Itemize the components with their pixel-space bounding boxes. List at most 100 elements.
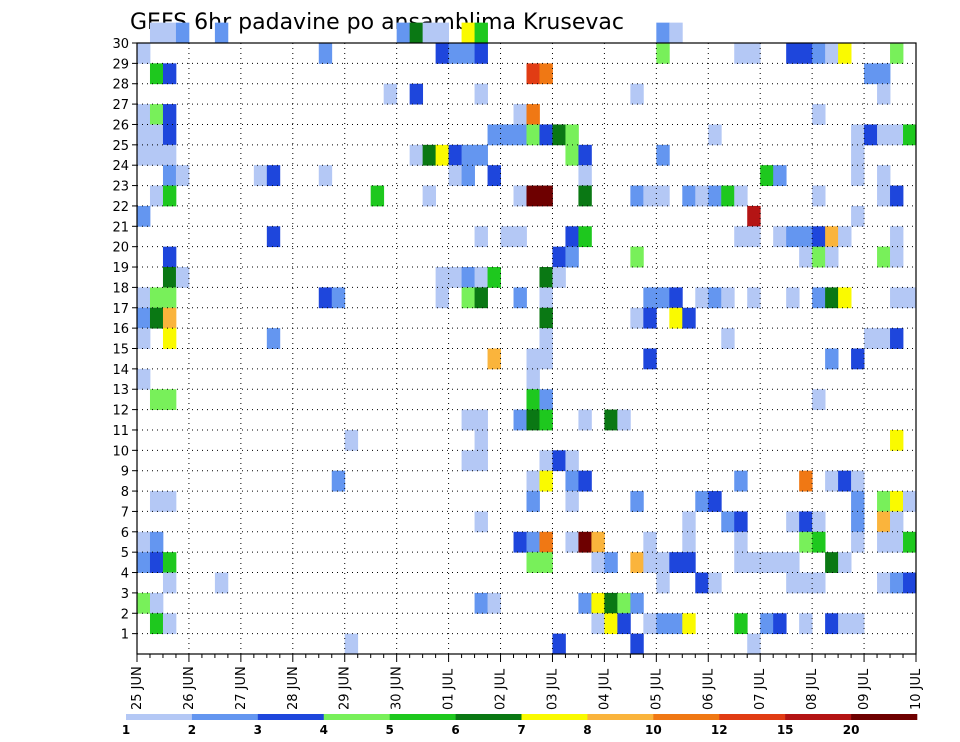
- precip-cell: [474, 83, 488, 105]
- precip-cell: [513, 531, 527, 553]
- precip-cell: [630, 246, 644, 268]
- precip-cell: [604, 552, 618, 573]
- precip-cell: [149, 22, 164, 44]
- x-tick-label: 29 JUN: [338, 666, 353, 710]
- precip-cell: [539, 552, 553, 573]
- precip-cell: [513, 287, 527, 309]
- precip-cell: [513, 124, 527, 146]
- precip-cell: [526, 124, 540, 146]
- precip-cell: [149, 144, 164, 166]
- y-tick-label: 22: [112, 200, 129, 215]
- y-tick-label: 14: [112, 363, 129, 378]
- precip-cell: [435, 22, 449, 44]
- precip-cell: [812, 511, 826, 533]
- precip-cell: [474, 144, 488, 166]
- precip-cell: [799, 246, 813, 268]
- precip-cell: [578, 409, 592, 431]
- precip-cell: [851, 205, 865, 227]
- precip-cell: [578, 165, 592, 186]
- x-tick-label: 10 JUL: [909, 668, 924, 710]
- precip-cell: [552, 124, 566, 146]
- precip-cell: [656, 185, 670, 207]
- colorbar-label: 4: [320, 723, 328, 737]
- precip-cell: [864, 63, 878, 85]
- precip-cell: [539, 307, 553, 329]
- precip-cell: [890, 124, 904, 146]
- y-tick-label: 24: [112, 159, 129, 174]
- precip-cell: [526, 104, 540, 125]
- precip-cell: [643, 613, 657, 635]
- x-tick-label: 03 JUL: [545, 668, 560, 710]
- precip-cell: [526, 63, 540, 85]
- precip-cell: [474, 429, 488, 451]
- precip-cell: [877, 165, 891, 186]
- y-tick-label: 9: [121, 465, 129, 480]
- x-tick-label: 30 JUN: [390, 666, 405, 710]
- precip-cell: [149, 491, 164, 512]
- y-tick-label: 26: [112, 118, 129, 133]
- y-tick-label: 20: [112, 241, 129, 256]
- precip-cell: [578, 226, 592, 248]
- y-tick-label: 3: [121, 587, 129, 602]
- y-tick-label: 21: [112, 220, 129, 235]
- precip-cell: [877, 511, 891, 533]
- precip-cell: [513, 226, 527, 248]
- precip-cell: [890, 328, 904, 349]
- precip-cell: [812, 43, 826, 64]
- precip-cell: [162, 246, 177, 268]
- precip-cell: [630, 552, 644, 573]
- precip-cell: [565, 531, 579, 553]
- precip-cell: [448, 267, 462, 288]
- precip-cell: [487, 267, 501, 288]
- precip-cell: [799, 226, 813, 248]
- precip-cell: [864, 124, 878, 146]
- precip-cell: [461, 267, 475, 288]
- precip-cell: [474, 22, 488, 44]
- grid-lines: [137, 43, 916, 654]
- precip-cell: [877, 491, 891, 512]
- precip-cell: [630, 491, 644, 512]
- precip-cell: [799, 531, 813, 553]
- precip-cell: [162, 267, 177, 288]
- precip-cell: [539, 531, 553, 553]
- precip-cell: [903, 287, 917, 309]
- precip-cell: [669, 307, 683, 329]
- precip-cell: [890, 511, 904, 533]
- precip-cell: [786, 287, 800, 309]
- y-tick-label: 8: [121, 485, 129, 500]
- precip-cell: [838, 287, 852, 309]
- precip-cell: [721, 328, 735, 349]
- precip-cell: [149, 389, 164, 410]
- precip-cell: [734, 470, 748, 492]
- precip-cell: [877, 83, 891, 105]
- precip-cell: [526, 552, 540, 573]
- precip-cell: [877, 572, 891, 594]
- precip-cell: [630, 83, 644, 105]
- precip-cell: [838, 552, 852, 573]
- precip-cell: [890, 531, 904, 553]
- precip-cell: [461, 450, 475, 472]
- precip-cell: [461, 144, 475, 166]
- precip-cell: [344, 429, 359, 451]
- precip-cell: [162, 491, 177, 512]
- precip-cell: [669, 552, 683, 573]
- precip-cell: [890, 491, 904, 512]
- precip-cell: [318, 287, 333, 309]
- precip-cell: [786, 226, 800, 248]
- precip-cell: [578, 185, 592, 207]
- precip-cell: [137, 592, 151, 614]
- colorbar-label: 15: [777, 723, 794, 737]
- precip-cell: [890, 429, 904, 451]
- colorbar-label: 2: [188, 723, 196, 737]
- precip-cell: [253, 165, 268, 186]
- colorbar-swatch: [191, 714, 259, 720]
- precip-cell: [137, 144, 151, 166]
- precip-cell: [825, 287, 839, 309]
- precip-cell: [162, 22, 177, 44]
- precip-cell: [565, 124, 579, 146]
- precip-cell: [162, 185, 177, 207]
- y-tick-label: 28: [112, 78, 129, 93]
- precip-cell: [578, 531, 592, 553]
- x-tick-label: 05 JUL: [649, 668, 664, 710]
- precip-cell: [877, 531, 891, 553]
